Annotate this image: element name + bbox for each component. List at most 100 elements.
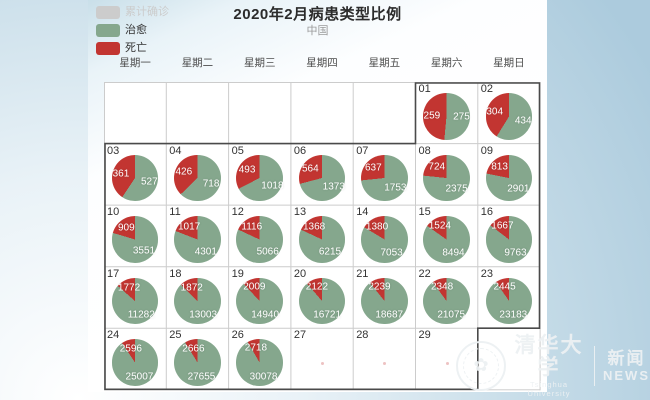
pie-day-07[interactable] [361, 154, 408, 202]
pie-label-died: 637 [364, 162, 382, 174]
legend: 累计确诊 治愈 死亡 [96, 3, 169, 57]
weekday-label-1: 星期一 [119, 57, 151, 69]
pie-label-cured: 9763 [504, 247, 527, 259]
pie-day-09[interactable] [485, 154, 533, 202]
chart-subtitle: 中国 [306, 25, 329, 37]
pie-day-23[interactable] [485, 277, 533, 325]
calendar-cell-24: 24 25007 2596 [104, 328, 166, 390]
calendar-cell-12: 12 5066 1116 [229, 205, 291, 267]
day-number: 18 [169, 267, 182, 280]
pie-day-25[interactable] [174, 339, 221, 386]
day-number: 12 [231, 206, 244, 219]
weekday-label-4: 星期四 [306, 57, 338, 69]
pie-label-died: 2122 [305, 281, 329, 293]
weekday-label-2: 星期二 [181, 57, 214, 69]
day-number: 05 [231, 144, 244, 157]
pie-label-cured: 718 [202, 178, 220, 190]
pie-day-14[interactable] [361, 216, 408, 263]
pie-label-died: 2239 [368, 281, 391, 293]
legend-label: 累计确诊 [125, 5, 169, 18]
pie-label-died: 2009 [243, 281, 266, 293]
pie-label-died: 813 [491, 161, 508, 173]
pie-day-10[interactable] [111, 216, 159, 263]
pie-day-06[interactable] [298, 154, 346, 202]
pie-day-05[interactable] [236, 154, 283, 202]
day-number: 03 [107, 144, 120, 157]
pie-day-01[interactable] [423, 93, 470, 140]
calendar-cell-19: 19 14940 2009 [229, 267, 291, 329]
pie-day-13[interactable] [298, 216, 346, 263]
pie-label-died: 1368 [302, 221, 326, 233]
pie-label-died: 1524 [428, 220, 451, 232]
calendar-cell-11: 11 4301 1017 [166, 205, 228, 267]
pie-label-cured: 30078 [249, 371, 278, 383]
legend-item-1[interactable]: 治愈 [96, 21, 169, 39]
legend-label: 死亡 [125, 41, 147, 54]
legend-swatch [96, 23, 120, 37]
pie-day-19[interactable] [236, 277, 283, 325]
pie-label-died: 909 [117, 222, 135, 234]
watermark-news-cn: 新闻 [607, 348, 646, 368]
calendar-cell-17: 17 11282 1772 [104, 267, 166, 329]
pie-day-03[interactable] [111, 154, 159, 202]
pie-label-cured: 434 [514, 115, 532, 127]
pie-day-26[interactable] [236, 339, 283, 386]
calendar-cell-21: 21 18687 2239 [353, 267, 415, 329]
pie-label-died: 564 [301, 163, 319, 175]
calendar-cell-03: 03 527 361 [104, 144, 166, 206]
pie-label-died: 1017 [177, 221, 201, 233]
pie-label-died: 2666 [182, 343, 205, 355]
pie-day-04[interactable] [174, 154, 221, 202]
pie-day-11[interactable] [174, 216, 221, 263]
day-number: 16 [480, 206, 494, 219]
pie-label-died: 2596 [119, 343, 142, 355]
pie-day-12[interactable] [236, 216, 283, 263]
pie-day-24[interactable] [111, 339, 159, 386]
calendar-cell-25: 25 27655 2666 [166, 328, 228, 390]
calendar-cell-22: 22 21075 2348 [416, 267, 478, 329]
legend-item-0[interactable]: 累计确诊 [96, 3, 169, 21]
watermark-news-en: NEWS [603, 367, 650, 383]
calendar-cell-05: 05 1018 493 [229, 144, 291, 206]
pie-label-cured: 5066 [256, 246, 279, 258]
empty-day-marker [383, 362, 387, 366]
empty-day-marker [320, 362, 324, 366]
pie-label-cured: 13003 [189, 309, 218, 321]
pie-label-died: 1772 [117, 282, 141, 294]
calendar-cell-23: 23 23183 2445 [478, 267, 540, 329]
pie-day-17[interactable] [111, 277, 159, 325]
legend-swatch [96, 41, 120, 55]
day-number: 17 [107, 267, 120, 280]
day-number: 28 [356, 329, 369, 342]
watermark-divider [594, 346, 595, 386]
calendar-cell-27: 27 [291, 328, 353, 390]
day-number: 21 [356, 267, 369, 280]
day-number: 13 [293, 206, 307, 219]
weekday-label-3: 星期三 [243, 57, 276, 69]
day-number: 20 [293, 267, 307, 280]
calendar-cell-14: 14 7053 1380 [353, 205, 415, 267]
pie-day-15[interactable] [423, 216, 470, 263]
pie-day-16[interactable] [485, 216, 533, 263]
pie-day-18[interactable] [174, 277, 221, 325]
pie-label-died: 493 [238, 164, 256, 176]
legend-item-2[interactable]: 死亡 [96, 39, 169, 57]
pie-label-died: 2348 [430, 281, 454, 293]
pie-label-cured: 16721 [313, 309, 342, 321]
pie-label-died: 1872 [180, 282, 203, 294]
day-number: 25 [169, 329, 182, 342]
legend-label: 治愈 [125, 23, 147, 36]
pie-label-cured: 2375 [445, 183, 468, 195]
pie-day-21[interactable] [361, 277, 408, 325]
pie-day-22[interactable] [423, 277, 470, 325]
pie-label-cured: 21075 [437, 309, 466, 321]
pie-label-cured: 3551 [132, 245, 156, 257]
pie-day-20[interactable] [298, 277, 346, 325]
pie-label-cured: 527 [140, 176, 158, 188]
pie-day-08[interactable] [423, 154, 470, 202]
day-number: 09 [480, 144, 494, 157]
pie-day-02[interactable] [485, 93, 533, 140]
weekday-label-6: 星期六 [430, 57, 463, 69]
pie-label-died: 724 [428, 161, 446, 173]
day-number: 02 [480, 83, 494, 95]
